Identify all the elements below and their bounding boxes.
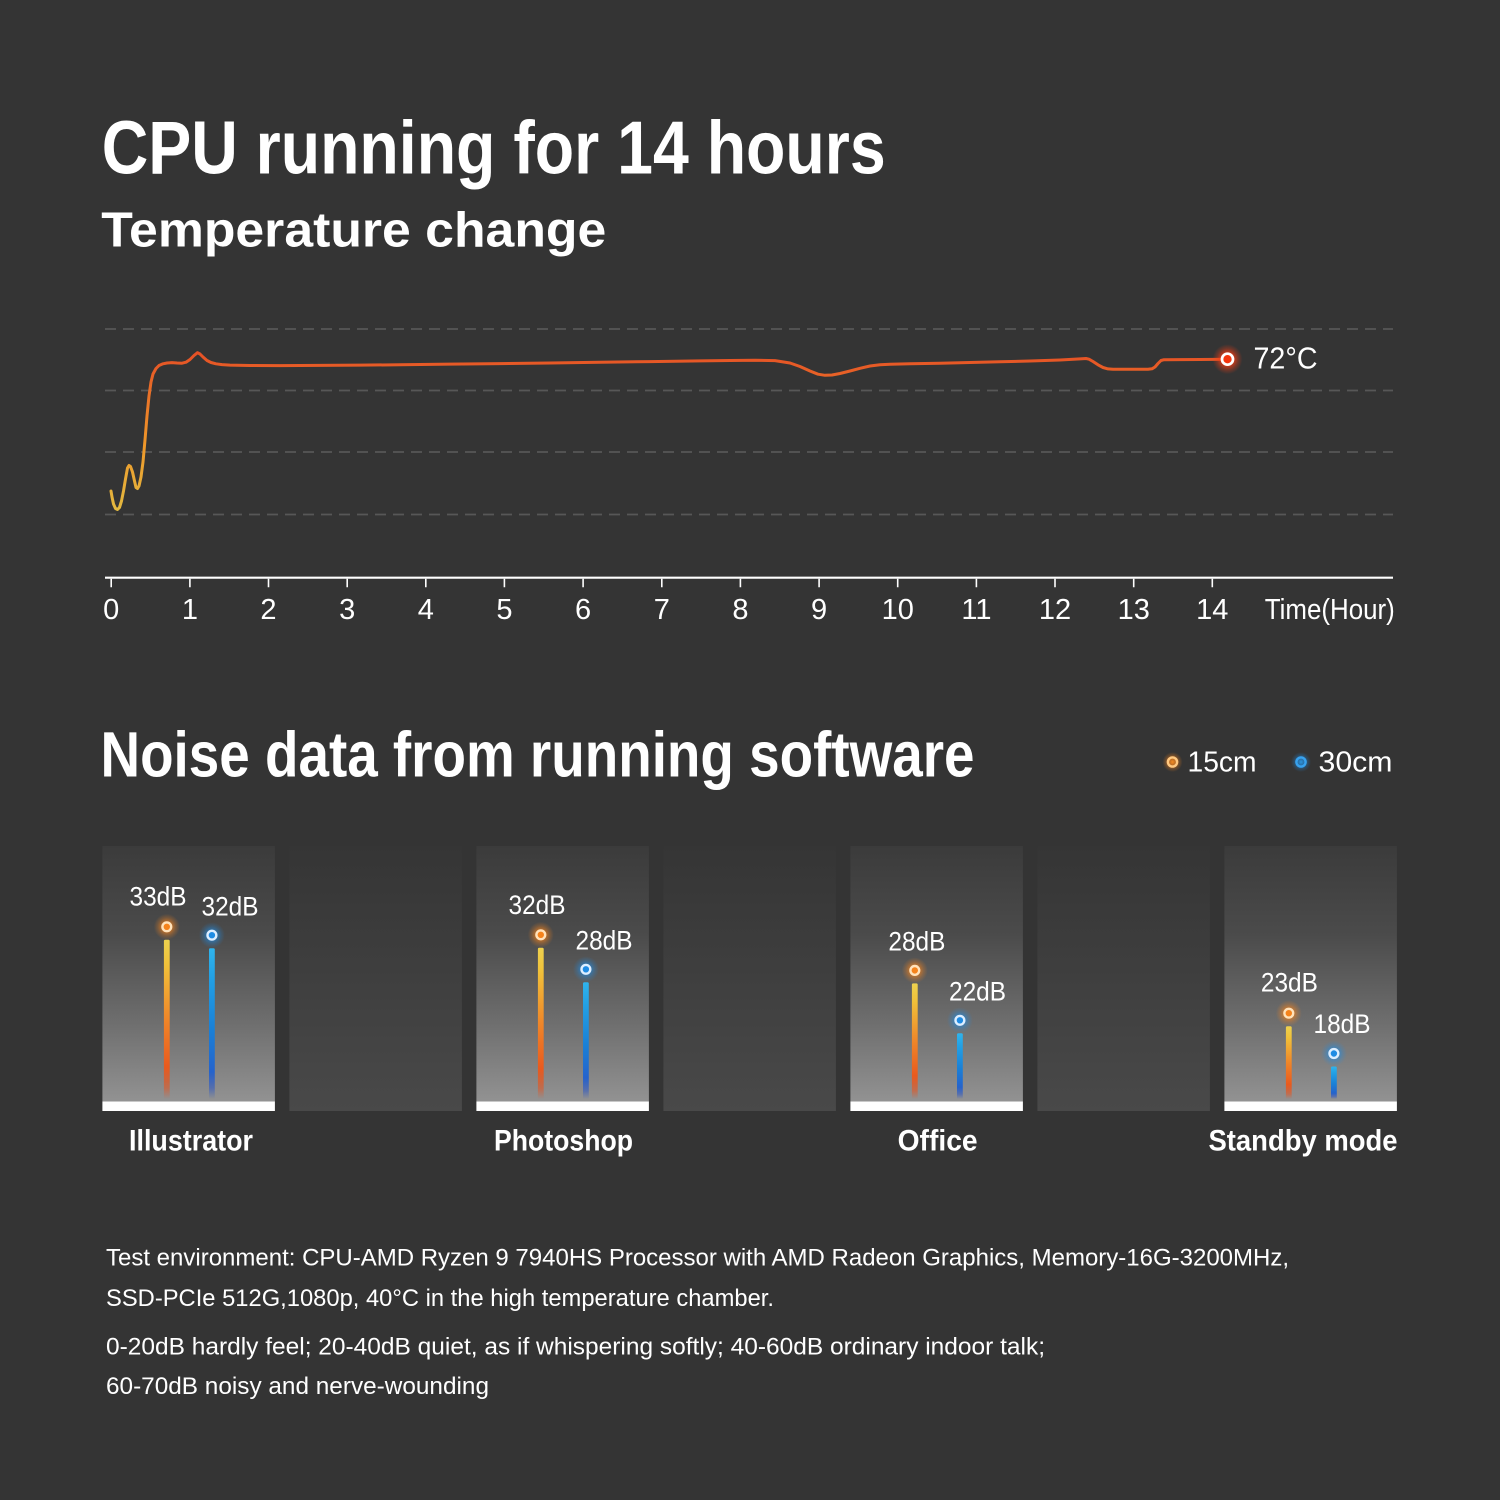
svg-text:13: 13: [1118, 594, 1150, 626]
svg-text:0: 0: [103, 594, 119, 626]
svg-text:Test environment: CPU-AMD Ryze: Test environment: CPU-AMD Ryzen 9 7940HS…: [106, 1245, 1289, 1272]
svg-text:Standby mode: Standby mode: [1209, 1125, 1398, 1158]
svg-text:2: 2: [260, 594, 276, 626]
svg-text:23dB: 23dB: [1261, 968, 1318, 998]
svg-text:SSD-PCIe 512G,1080p, 40°C in t: SSD-PCIe 512G,1080p, 40°C in the high te…: [106, 1285, 774, 1312]
svg-text:32dB: 32dB: [202, 892, 259, 922]
svg-text:3: 3: [339, 594, 355, 626]
svg-text:15cm: 15cm: [1188, 747, 1257, 779]
svg-text:60-70dB noisy and nerve-woundi: 60-70dB noisy and nerve-wounding: [106, 1373, 489, 1400]
svg-text:10: 10: [882, 594, 914, 626]
svg-text:33dB: 33dB: [130, 881, 187, 911]
svg-text:8: 8: [732, 594, 748, 626]
svg-text:Photoshop: Photoshop: [494, 1125, 633, 1158]
svg-text:Illustrator: Illustrator: [129, 1125, 253, 1158]
svg-text:9: 9: [811, 594, 827, 626]
svg-text:28dB: 28dB: [576, 925, 633, 955]
svg-text:72°C: 72°C: [1254, 341, 1318, 376]
svg-text:12: 12: [1039, 594, 1071, 626]
svg-text:14: 14: [1196, 594, 1228, 626]
svg-text:32dB: 32dB: [509, 890, 566, 920]
svg-text:5: 5: [496, 594, 512, 626]
svg-text:4: 4: [418, 594, 434, 626]
svg-text:1: 1: [182, 594, 198, 626]
svg-text:18dB: 18dB: [1314, 1009, 1371, 1039]
svg-text:Temperature change: Temperature change: [101, 204, 606, 258]
svg-text:28dB: 28dB: [888, 926, 945, 956]
svg-text:11: 11: [961, 594, 991, 626]
svg-text:Office: Office: [898, 1125, 978, 1158]
svg-text:Noise data from running softwa: Noise data from running software: [101, 719, 975, 791]
svg-text:22dB: 22dB: [949, 976, 1006, 1006]
svg-text:6: 6: [575, 594, 591, 626]
svg-text:CPU running for 14 hours: CPU running for 14 hours: [102, 105, 886, 189]
svg-text:30cm: 30cm: [1319, 747, 1393, 779]
svg-text:7: 7: [654, 594, 670, 626]
svg-text:Time(Hour): Time(Hour): [1265, 594, 1395, 626]
svg-text:0-20dB hardly feel; 20-40dB qu: 0-20dB hardly feel; 20-40dB quiet, as if…: [106, 1334, 1045, 1361]
